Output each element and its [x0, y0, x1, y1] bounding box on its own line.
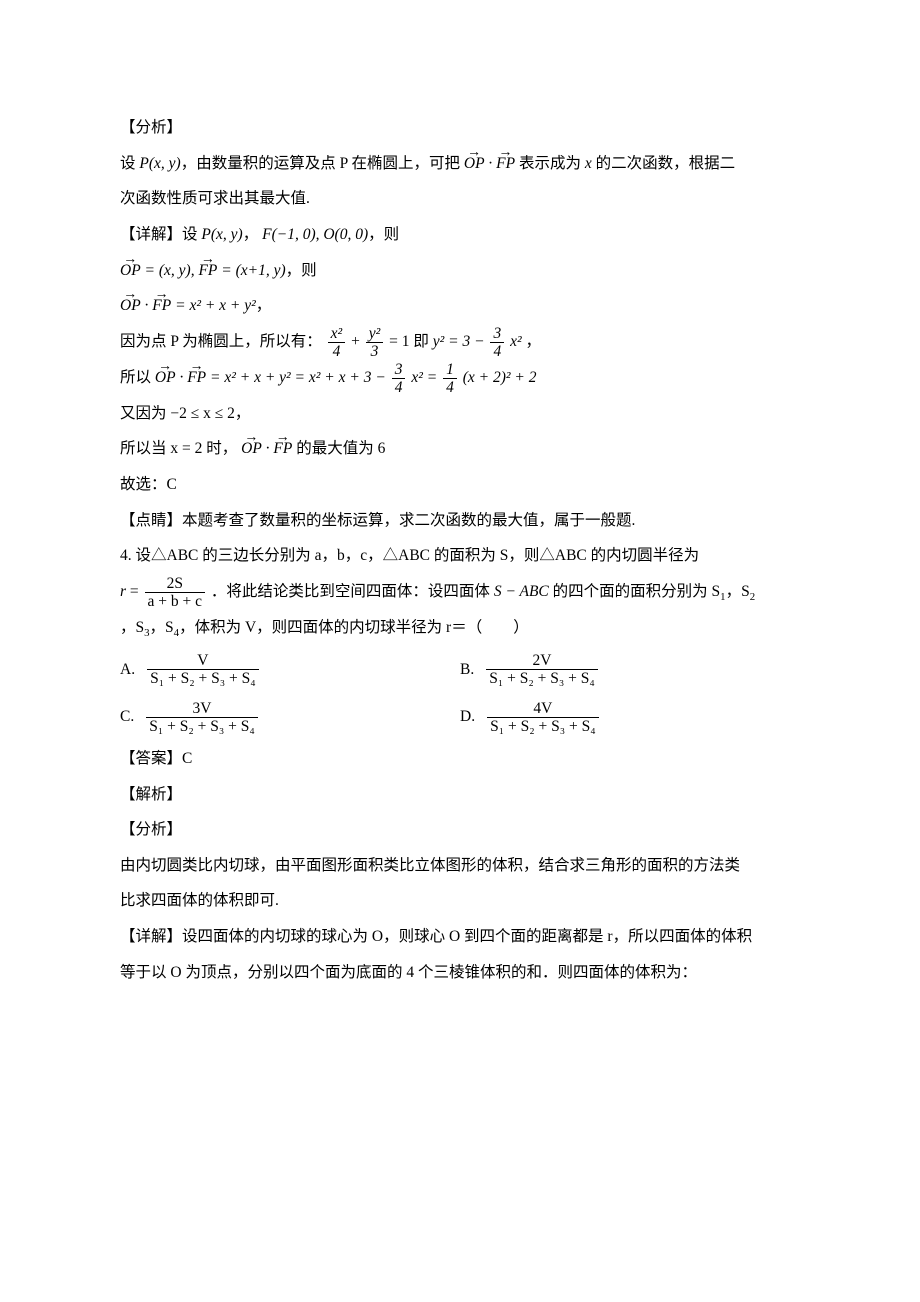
dianjing-line: 【点睛】本题考查了数量积的坐标运算，求二次函数的最大值，属于一般题.	[120, 503, 800, 539]
vector-dot-eq: OP · FP = x² + x + y²，	[120, 288, 800, 324]
text: 设	[120, 155, 139, 172]
vector-eq-1: OP = (x, y), FP = (x+1, y)，则	[120, 253, 800, 289]
q4-analysis-2: 比求四面体的体积即可.	[120, 883, 800, 919]
text: 所以当 x = 2 时，	[120, 440, 237, 457]
math: OP = (x, y), FP = (x+1, y)	[120, 262, 286, 279]
math: OP · FP	[241, 440, 292, 457]
text: ，由数量积的运算及点 P 在椭圆上，可把	[181, 155, 460, 172]
choice-b-frac: 2V S₁ + S₂ + S₃ + S₄	[486, 652, 598, 687]
text: 表示成为	[515, 155, 585, 172]
y2-eq: y² = 3 − 34 x²	[433, 333, 526, 350]
vec-op: OP · FP	[464, 155, 515, 172]
text: 本题考查了数量积的坐标运算，求二次函数的最大值，属于一般题.	[182, 512, 635, 529]
choice-d: D. 4V S₁ + S₂ + S₃ + S₄	[460, 693, 800, 741]
q4-stem-1: 4. 设△ABC 的三边长分别为 a，b，c，△ABC 的面积为 S，则△ABC…	[120, 538, 800, 574]
choice-c: C. 3V S₁ + S₂ + S₃ + S₄	[120, 693, 460, 741]
label-dianjing: 【点睛】	[120, 512, 182, 529]
answer-value: C	[182, 750, 192, 767]
label-detail: 【详解】	[120, 226, 182, 243]
q4-jiexi: 【解析】	[120, 777, 800, 813]
analysis-line-1: 设 P(x, y)，由数量积的运算及点 P 在椭圆上，可把 OP · FP 表示…	[120, 146, 800, 182]
text: 设四面体的内切球的球心为 O，则球心 O 到四个面的距离都是 r，所以四面体的体…	[182, 928, 752, 945]
text: 的四个面的面积分别为 S	[549, 583, 720, 600]
label-jiexi: 【解析】	[120, 786, 182, 803]
q4-answer: 【答案】C	[120, 741, 800, 777]
choice-grid: A. V S₁ + S₂ + S₃ + S₄ B. 2V S₁ + S₂ + S…	[120, 646, 800, 741]
label-analysis: 【分析】	[120, 119, 182, 136]
q4-stem-2: r = 2Sa + b + c ．将此结论类比到空间四面体：设四面体 S − A…	[120, 574, 800, 610]
math: OP · FP = x² + x + y² = x² + x + 3 − 34 …	[155, 369, 537, 386]
analysis-heading: 【分析】	[120, 110, 800, 146]
range-line: 又因为 −2 ≤ x ≤ 2，	[120, 396, 800, 432]
text: ，S	[726, 583, 750, 600]
choice-label-c: C.	[120, 699, 134, 735]
label-answer: 【答案】	[120, 750, 182, 767]
detail-line-1: 【详解】设 P(x, y)， F(−1, 0), O(0, 0)，则	[120, 217, 800, 253]
math: P(x, y)	[201, 226, 242, 243]
ellipse-line: 因为点 P 为椭圆上，所以有： x²4 + y²3 = 1 即 y² = 3 −…	[120, 324, 800, 360]
text: 所以	[120, 369, 155, 386]
q4-detail-1: 【详解】设四面体的内切球的球心为 O，则球心 O 到四个面的距离都是 r，所以四…	[120, 919, 800, 955]
text: ．将此结论类比到空间四面体：设四面体	[211, 583, 494, 600]
ellipse-eq: x²4 + y²3 = 1	[326, 333, 414, 350]
choice-d-frac: 4V S₁ + S₂ + S₃ + S₄	[487, 700, 599, 735]
label-detail: 【详解】	[120, 928, 182, 945]
math-p-xy: P(x, y)	[139, 155, 180, 172]
q4-detail-2: 等于以 O 为顶点，分别以四个面为底面的 4 个三棱锥体积的和．则四面体的体积为…	[120, 955, 800, 991]
q4-stem-3: ，S3，S4，体积为 V，则四面体的内切球半径为 r＝（ ）	[120, 610, 800, 646]
guxuan-line: 故选：C	[120, 467, 800, 503]
text: 的最大值为 6	[296, 440, 385, 457]
expansion-line: 所以 OP · FP = x² + x + y² = x² + x + 3 − …	[120, 360, 800, 396]
tetra: S − ABC	[494, 583, 549, 600]
text: 的二次函数，根据二	[592, 155, 735, 172]
text: 又因为 −2 ≤ x ≤ 2，	[120, 405, 250, 422]
choice-label-d: D.	[460, 699, 475, 735]
conclusion-line: 所以当 x = 2 时， OP · FP 的最大值为 6	[120, 431, 800, 467]
text: ，	[256, 297, 272, 314]
text: 即	[413, 333, 432, 350]
label-analysis: 【分析】	[120, 821, 182, 838]
q4-analysis-1: 由内切圆类比内切球，由平面图形面积类比立体图形的体积，结合求三角形的面积的方法类	[120, 848, 800, 884]
analysis-line-2: 次函数性质可求出其最大值.	[120, 181, 800, 217]
choice-a: A. V S₁ + S₂ + S₃ + S₄	[120, 646, 460, 694]
math-x: x	[585, 155, 592, 172]
q4-analysis-head: 【分析】	[120, 812, 800, 848]
text: ，	[243, 226, 259, 243]
math: F(−1, 0), O(0, 0)	[262, 226, 368, 243]
text: ，体积为 V，则四面体的内切球半径为 r＝（ ）	[179, 619, 529, 636]
text: ，	[525, 333, 541, 350]
choice-label-b: B.	[460, 652, 474, 688]
text: 因为点 P 为椭圆上，所以有：	[120, 333, 322, 350]
math: OP · FP = x² + x + y²	[120, 297, 256, 314]
choice-a-frac: V S₁ + S₂ + S₃ + S₄	[147, 652, 259, 687]
choice-label-a: A.	[120, 652, 135, 688]
text: ，S	[150, 619, 174, 636]
text: ，S	[120, 619, 144, 636]
text: ，则	[368, 226, 399, 243]
r-formula: r = 2Sa + b + c	[120, 583, 211, 600]
text: 设	[182, 226, 201, 243]
document-page: 【分析】 设 P(x, y)，由数量积的运算及点 P 在椭圆上，可把 OP · …	[0, 0, 920, 1302]
text: ，则	[286, 262, 317, 279]
choice-b: B. 2V S₁ + S₂ + S₃ + S₄	[460, 646, 800, 694]
choice-c-frac: 3V S₁ + S₂ + S₃ + S₄	[146, 700, 258, 735]
